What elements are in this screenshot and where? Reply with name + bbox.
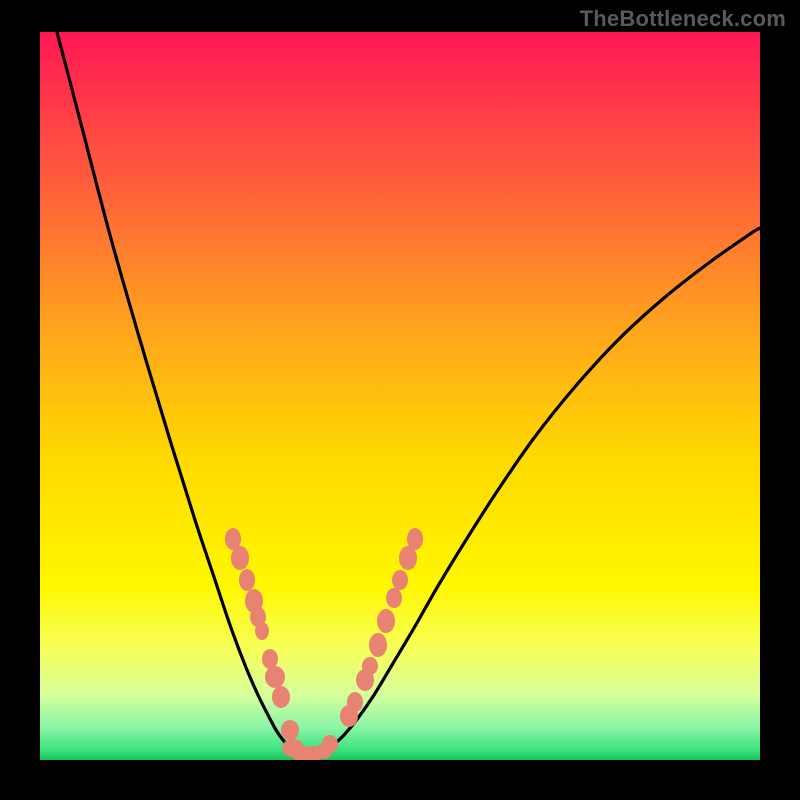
data-marker [255,622,269,640]
data-marker [407,528,423,550]
data-marker [362,657,378,675]
bottleneck-chart-container: TheBottleneck.com [0,0,800,800]
data-marker [377,609,395,633]
data-marker [322,735,338,753]
watermark-text: TheBottleneck.com [580,6,786,32]
bottleneck-chart-svg [0,0,800,800]
data-marker [272,686,290,708]
data-marker [386,588,402,608]
data-marker [231,546,249,570]
data-marker [262,649,278,669]
data-marker [265,666,285,688]
data-marker [281,720,299,740]
data-marker [369,633,387,657]
data-marker [392,570,408,590]
data-marker [239,569,255,591]
data-marker [347,692,363,712]
